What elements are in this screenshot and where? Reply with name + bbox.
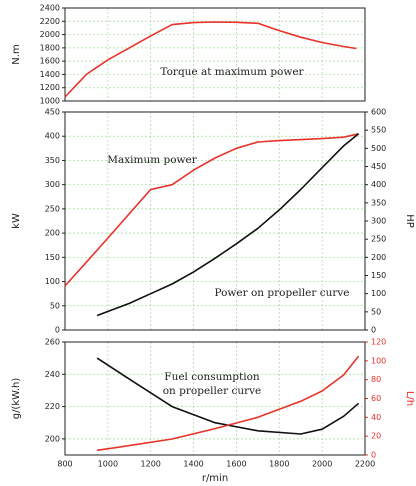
y2-tick-label: 40	[371, 413, 381, 422]
y2-tick-label: 200	[371, 253, 386, 262]
y2-tick-label: 400	[371, 180, 386, 189]
y2-tick-label: 100	[371, 289, 386, 298]
x-tick-label: 2200	[355, 460, 375, 469]
y2-tick-label: 600	[371, 108, 386, 117]
y-tick-label: 1200	[40, 83, 60, 92]
x-tick-label: 1000	[98, 460, 118, 469]
y2-axis-label: L/h	[404, 391, 415, 406]
x-tick-label: 1400	[183, 460, 203, 469]
y2-tick-label: 350	[371, 198, 386, 207]
series-line	[64, 133, 359, 287]
y-tick-label: 260	[45, 338, 60, 347]
y-tick-label: 240	[45, 370, 60, 379]
y-tick-label: 200	[45, 434, 60, 443]
y-tick-label: 1000	[40, 97, 60, 106]
x-tick-label: 2000	[312, 460, 332, 469]
y2-tick-label: 60	[371, 394, 381, 403]
y2-tick-label: 100	[371, 356, 386, 365]
x-tick-label: 1800	[269, 460, 289, 469]
y2-tick-label: 80	[371, 375, 381, 384]
y-tick-label: 250	[45, 204, 60, 213]
y2-tick-label: 0	[371, 326, 376, 335]
y2-tick-label: 150	[371, 271, 386, 280]
series-line	[96, 133, 360, 317]
y-axis-label: kW	[11, 213, 22, 229]
y-tick-label: 450	[45, 108, 60, 117]
y-tick-label: 1800	[40, 43, 60, 52]
plot-frame	[64, 111, 366, 331]
plot-frame	[64, 341, 366, 456]
y-tick-label: 100	[45, 277, 60, 286]
y-tick-label: 2400	[40, 4, 60, 13]
y2-axis-label: HP	[404, 214, 415, 228]
annotation: Torque at maximum power	[160, 66, 304, 78]
x-tick-label: 1600	[226, 460, 246, 469]
y2-tick-label: 450	[371, 162, 386, 171]
y2-tick-label: 300	[371, 217, 386, 226]
y2-tick-label: 120	[371, 338, 386, 347]
annotation: Fuel consumption	[164, 371, 260, 383]
y-tick-label: 1400	[40, 70, 60, 79]
y2-tick-label: 50	[371, 307, 381, 316]
y-tick-label: 150	[45, 253, 60, 262]
y-tick-label: 50	[50, 301, 60, 310]
plot-frame	[64, 7, 366, 102]
y2-tick-label: 500	[371, 144, 386, 153]
y-tick-label: 220	[45, 402, 60, 411]
annotation: Power on propeller curve	[214, 287, 349, 299]
y-tick-label: 400	[45, 132, 60, 141]
y2-tick-label: 250	[371, 235, 386, 244]
series-line	[64, 21, 357, 98]
y-tick-label: 350	[45, 156, 60, 165]
x-tick-label: 1200	[141, 460, 161, 469]
y2-tick-label: 20	[371, 432, 381, 441]
annotation: Maximum power	[107, 154, 198, 166]
y-tick-label: 2200	[40, 17, 60, 26]
y-axis-label: N.m	[11, 44, 22, 64]
y2-tick-label: 0	[371, 451, 376, 460]
x-axis-label: r/min	[202, 473, 228, 484]
y-tick-label: 2000	[40, 30, 60, 39]
series-line	[96, 355, 360, 452]
y-tick-label: 0	[55, 326, 60, 335]
annotation: on propeller curve	[163, 385, 262, 397]
x-tick-label: 800	[57, 460, 72, 469]
y-tick-label: 200	[45, 229, 60, 238]
y-tick-label: 1600	[40, 57, 60, 66]
y2-tick-label: 550	[371, 126, 386, 135]
y-tick-label: 300	[45, 180, 60, 189]
y-axis-label: g/(kW.h)	[11, 378, 22, 420]
series-line	[96, 357, 360, 435]
